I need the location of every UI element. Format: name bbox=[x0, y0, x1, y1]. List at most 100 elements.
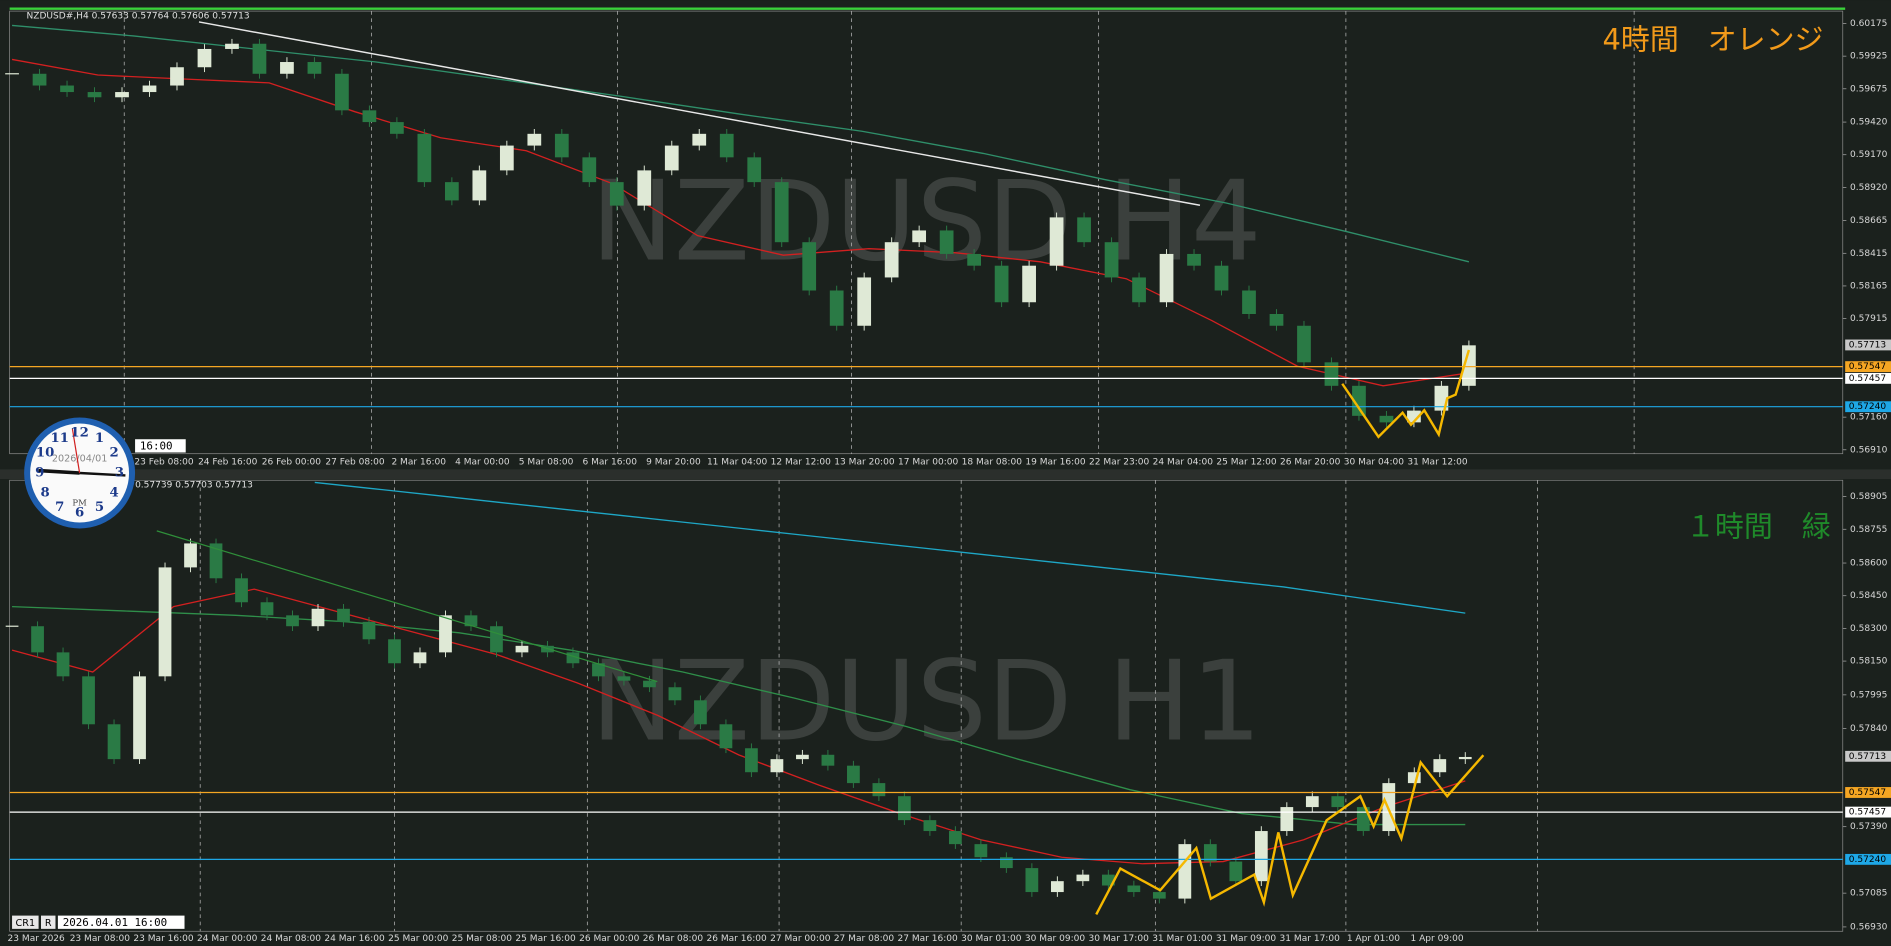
x-tick-label: 30 Mar 09:00 bbox=[1025, 934, 1086, 944]
x-tick-label: 23 Mar 2026 bbox=[8, 934, 66, 944]
x-tick-label: 24 Mar 16:00 bbox=[324, 934, 385, 944]
candle bbox=[967, 253, 981, 266]
y-tick-label: 0.58150 bbox=[1850, 657, 1888, 667]
y-tick-label: 0.59675 bbox=[1850, 84, 1887, 94]
candle bbox=[1077, 217, 1091, 243]
candle bbox=[490, 626, 503, 653]
candle bbox=[472, 170, 487, 201]
candle bbox=[592, 663, 605, 677]
candle bbox=[637, 170, 652, 206]
candle bbox=[745, 748, 758, 773]
level-label: 0.57547 bbox=[1849, 788, 1886, 798]
candle bbox=[1280, 807, 1294, 832]
candle bbox=[439, 615, 452, 653]
candle bbox=[582, 157, 597, 183]
time-box bbox=[135, 439, 186, 453]
x-tick-label: 27 Feb 08:00 bbox=[325, 458, 385, 468]
candle bbox=[923, 820, 937, 832]
candle bbox=[1297, 325, 1311, 363]
moving-average bbox=[11, 58, 1470, 387]
candle bbox=[260, 602, 274, 616]
y-tick-label: 0.58755 bbox=[1850, 525, 1887, 535]
candle bbox=[912, 230, 927, 243]
candle bbox=[747, 157, 762, 183]
candle bbox=[821, 754, 835, 766]
candle bbox=[802, 242, 817, 291]
candle bbox=[1458, 756, 1472, 760]
candle bbox=[515, 645, 529, 653]
candle bbox=[1049, 217, 1064, 266]
candle bbox=[252, 43, 267, 74]
x-tick-label: 30 Mar 01:00 bbox=[961, 934, 1022, 944]
x-tick-label: 24 Feb 16:00 bbox=[198, 458, 258, 468]
x-tick-label: 23 Mar 08:00 bbox=[70, 934, 131, 944]
candle bbox=[694, 700, 707, 725]
x-tick-label: 1 Apr 09:00 bbox=[1410, 934, 1463, 944]
y-tick-label: 0.58905 bbox=[1850, 492, 1887, 502]
candle bbox=[847, 765, 860, 784]
candle bbox=[107, 724, 121, 760]
y-tick-label: 0.60175 bbox=[1850, 19, 1887, 29]
candle bbox=[1178, 844, 1192, 899]
annotation: １時間 緑 bbox=[1686, 509, 1831, 543]
candle bbox=[142, 85, 157, 93]
panel-separator bbox=[0, 469, 1891, 480]
candle bbox=[280, 62, 294, 74]
status-box bbox=[12, 915, 39, 929]
y-tick-label: 0.58450 bbox=[1850, 591, 1888, 601]
level-label: 0.57240 bbox=[1849, 402, 1887, 412]
x-tick-label: 26 Mar 08:00 bbox=[643, 934, 704, 944]
candle bbox=[1331, 796, 1345, 808]
clock-number: 3 bbox=[115, 466, 124, 481]
level-label-box bbox=[1845, 787, 1891, 798]
y-tick-label: 0.57160 bbox=[1850, 413, 1888, 423]
candle bbox=[5, 73, 19, 75]
x-tick-label: 30 Mar 04:00 bbox=[1344, 458, 1405, 468]
y-tick-label: 0.59420 bbox=[1850, 118, 1888, 128]
candle bbox=[417, 133, 432, 183]
candle bbox=[1379, 415, 1394, 423]
candle bbox=[362, 621, 376, 640]
candle bbox=[335, 73, 349, 111]
last-price-box bbox=[1845, 339, 1891, 351]
candle bbox=[1214, 265, 1229, 291]
y-tick-label: 0.57085 bbox=[1850, 889, 1887, 899]
x-tick-label: 27 Mar 00:00 bbox=[770, 934, 831, 944]
x-tick-label: 6 Mar 16:00 bbox=[582, 458, 637, 468]
candle bbox=[1254, 831, 1268, 882]
level-label-box bbox=[1845, 372, 1891, 384]
candle bbox=[235, 578, 248, 603]
y-tick-label: 0.57915 bbox=[1850, 314, 1887, 324]
x-tick-label: 23 Mar 16:00 bbox=[133, 934, 194, 944]
candle bbox=[609, 182, 624, 206]
x-tick-label: 31 Mar 09:00 bbox=[1216, 934, 1277, 944]
last-price-label: 0.57713 bbox=[1849, 340, 1887, 350]
watermark: NZDUSD H4 bbox=[591, 158, 1262, 287]
chart-header: NZDUSD#,H4 0.57633 0.57764 0.57606 0.577… bbox=[27, 11, 250, 21]
x-tick-label: 19 Mar 16:00 bbox=[1025, 458, 1086, 468]
candle bbox=[999, 857, 1013, 869]
x-tick-label: 26 Mar 16:00 bbox=[706, 934, 767, 944]
level-label: 0.57457 bbox=[1849, 808, 1886, 818]
candle bbox=[115, 92, 129, 98]
x-tick-label: 25 Mar 08:00 bbox=[452, 934, 513, 944]
candle bbox=[1076, 874, 1090, 882]
candle bbox=[1229, 861, 1243, 882]
level-label-box bbox=[1845, 361, 1891, 373]
candle bbox=[170, 67, 184, 86]
clock-second-hand bbox=[71, 428, 81, 474]
candle bbox=[898, 796, 911, 821]
status-box bbox=[41, 915, 56, 929]
clock-date: 2026/04/01 bbox=[52, 454, 107, 465]
candle bbox=[1433, 759, 1447, 773]
x-tick-label: 2 Mar 16:00 bbox=[391, 458, 446, 468]
candle bbox=[390, 122, 404, 134]
y-tick-label: 0.58600 bbox=[1850, 559, 1888, 569]
candle bbox=[774, 182, 789, 243]
x-tick-label: 1 Apr 01:00 bbox=[1347, 934, 1400, 944]
candle bbox=[1352, 385, 1366, 416]
candle bbox=[527, 133, 542, 146]
x-tick-label: 26 Mar 00:00 bbox=[579, 934, 640, 944]
candle bbox=[994, 265, 1009, 303]
candle bbox=[857, 277, 872, 326]
